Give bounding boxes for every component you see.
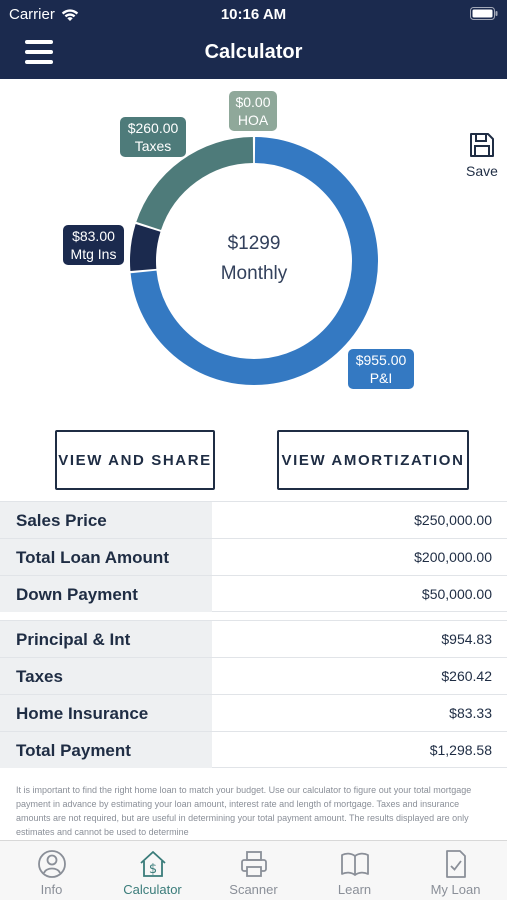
- monthly-label: Monthly: [220, 263, 288, 284]
- hoa-amount: $0.00: [235, 94, 271, 110]
- tab-calculator[interactable]: $ Calculator: [102, 841, 203, 900]
- tab-scanner[interactable]: Scanner: [203, 841, 304, 900]
- table-row[interactable]: Down Payment $50,000.00: [0, 575, 507, 612]
- taxes-label: Taxes: [134, 138, 172, 154]
- carrier-label: Carrier: [9, 6, 55, 23]
- info-person-icon: [37, 850, 66, 878]
- book-icon: [340, 852, 369, 876]
- tab-bar: Info $ Calculator Scanner Learn My Loan: [0, 840, 507, 900]
- table-row[interactable]: Principal & Int $954.83: [0, 620, 507, 657]
- save-button[interactable]: Save: [465, 132, 499, 179]
- table-row[interactable]: Total Loan Amount $200,000.00: [0, 538, 507, 575]
- pi-tag: $955.00 P&I: [348, 349, 414, 389]
- save-icon: [470, 133, 494, 157]
- battery-icon: [470, 7, 498, 24]
- menu-icon[interactable]: [25, 40, 53, 64]
- row-value: $83.33: [449, 705, 492, 721]
- mtg-ins-amount: $83.00: [72, 228, 115, 244]
- table-row[interactable]: Total Payment $1,298.58: [0, 731, 507, 768]
- pi-label: P&I: [369, 370, 393, 386]
- view-amortization-button[interactable]: VIEW AMORTIZATION: [277, 430, 469, 490]
- carrier: Carrier: [9, 6, 79, 23]
- payment-chart: $1299 Monthly $0.00 HOA $260.00 Taxes $8…: [0, 79, 507, 419]
- svg-text:$: $: [148, 862, 156, 877]
- tab-label: My Loan: [430, 882, 481, 897]
- payment-breakdown-table: Principal & Int $954.83 Taxes $260.42 Ho…: [0, 620, 507, 768]
- wifi-icon: [61, 8, 79, 21]
- table-row[interactable]: Home Insurance $83.33: [0, 694, 507, 731]
- status-time: 10:16 AM: [220, 6, 287, 23]
- tab-my-loan[interactable]: My Loan: [405, 841, 506, 900]
- row-label: Total Loan Amount: [0, 539, 212, 575]
- save-label: Save: [466, 163, 498, 179]
- page-title: Calculator: [204, 41, 303, 63]
- donut-slice-pi: [130, 137, 378, 385]
- row-label: Down Payment: [0, 576, 212, 612]
- top-bar: Carrier 10:16 AM Calculator: [0, 0, 507, 79]
- donut-chart: [130, 137, 378, 385]
- monthly-amount: $1299: [227, 233, 281, 254]
- loan-summary-table: Sales Price $250,000.00 Total Loan Amoun…: [0, 501, 507, 612]
- donut-slice-taxes: [136, 137, 254, 231]
- hoa-label: HOA: [237, 112, 269, 128]
- hoa-tag: $0.00 HOA: [229, 91, 277, 131]
- tab-label: Learn: [337, 882, 372, 897]
- row-value[interactable]: $200,000.00: [414, 549, 492, 565]
- tab-learn[interactable]: Learn: [304, 841, 405, 900]
- view-and-share-button[interactable]: VIEW AND SHARE: [55, 430, 215, 490]
- donut-slice-mtg: [130, 223, 161, 271]
- disclaimer-text: It is important to find the right home l…: [16, 785, 472, 837]
- pi-amount: $955.00: [355, 352, 407, 368]
- tab-label: Scanner: [229, 882, 278, 897]
- mtg-ins-tag: $83.00 Mtg Ins: [63, 225, 124, 265]
- tab-label: Calculator: [123, 882, 182, 897]
- printer-icon: [240, 851, 267, 877]
- status-bar: Carrier 10:16 AM: [0, 0, 507, 28]
- table-row[interactable]: Taxes $260.42: [0, 657, 507, 694]
- row-value: $954.83: [441, 631, 492, 647]
- row-label: Home Insurance: [0, 695, 212, 731]
- taxes-amount: $260.00: [127, 120, 179, 136]
- taxes-tag: $260.00 Taxes: [120, 117, 186, 157]
- document-check-icon: [445, 850, 466, 878]
- row-value: $260.42: [441, 668, 492, 684]
- house-dollar-icon: $: [139, 851, 166, 877]
- row-label: Taxes: [0, 658, 212, 694]
- row-label: Total Payment: [0, 732, 212, 768]
- row-value[interactable]: $250,000.00: [414, 512, 492, 528]
- mtg-ins-label: Mtg Ins: [70, 246, 117, 262]
- row-value: $1,298.58: [429, 742, 492, 758]
- row-label: Principal & Int: [0, 621, 212, 657]
- tab-info[interactable]: Info: [1, 841, 102, 900]
- tab-label: Info: [40, 882, 63, 897]
- row-value[interactable]: $50,000.00: [421, 586, 492, 602]
- table-row[interactable]: Sales Price $250,000.00: [0, 501, 507, 538]
- row-label: Sales Price: [0, 502, 212, 538]
- nav-bar: Calculator: [0, 28, 507, 79]
